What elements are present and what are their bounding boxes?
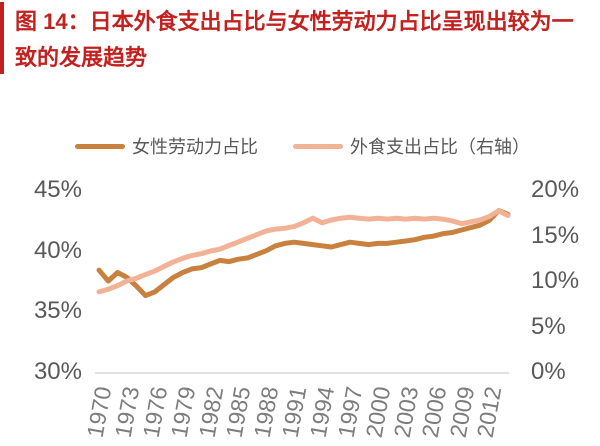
series-line-eating-out (96, 208, 511, 295)
legend-item-eating-out: 外食支出占比（右轴） (293, 133, 530, 159)
legend-label-female-labor: 女性劳动力占比 (132, 137, 258, 157)
legend-swatch-female-labor (75, 143, 125, 149)
y-axis-label-right: 15% (531, 221, 580, 249)
figure-title-line2: 致的发展趋势 (15, 45, 148, 70)
legend-swatch-eating-out (293, 143, 343, 149)
legend-item-female-labor: 女性劳动力占比 (75, 133, 258, 159)
y-axis-label-right: 20% (531, 176, 580, 203)
y-axis-label-right: 5% (531, 312, 566, 340)
y-axis-label-left: 40% (33, 236, 82, 264)
y-axis-label-right: 10% (531, 267, 580, 294)
series-line-female-labor (96, 208, 511, 299)
y-axis-label-left: 45% (33, 176, 82, 203)
y-axis-label-left: 30% (33, 358, 82, 385)
figure-title: 图 14：日本外食支出占比与女性劳动力占比呈现出较为一 致的发展趋势 (15, 4, 595, 76)
legend-label-eating-out: 外食支出占比（右轴） (350, 137, 530, 157)
y-axis-label-left: 35% (33, 297, 82, 325)
x-axis-label: 2012 (471, 384, 507, 440)
figure-title-line1: 图 14：日本外食支出占比与女性劳动力占比呈现出较为一 (15, 9, 574, 34)
title-accent-bar (0, 2, 4, 74)
y-axis-label-right: 0% (531, 358, 566, 385)
